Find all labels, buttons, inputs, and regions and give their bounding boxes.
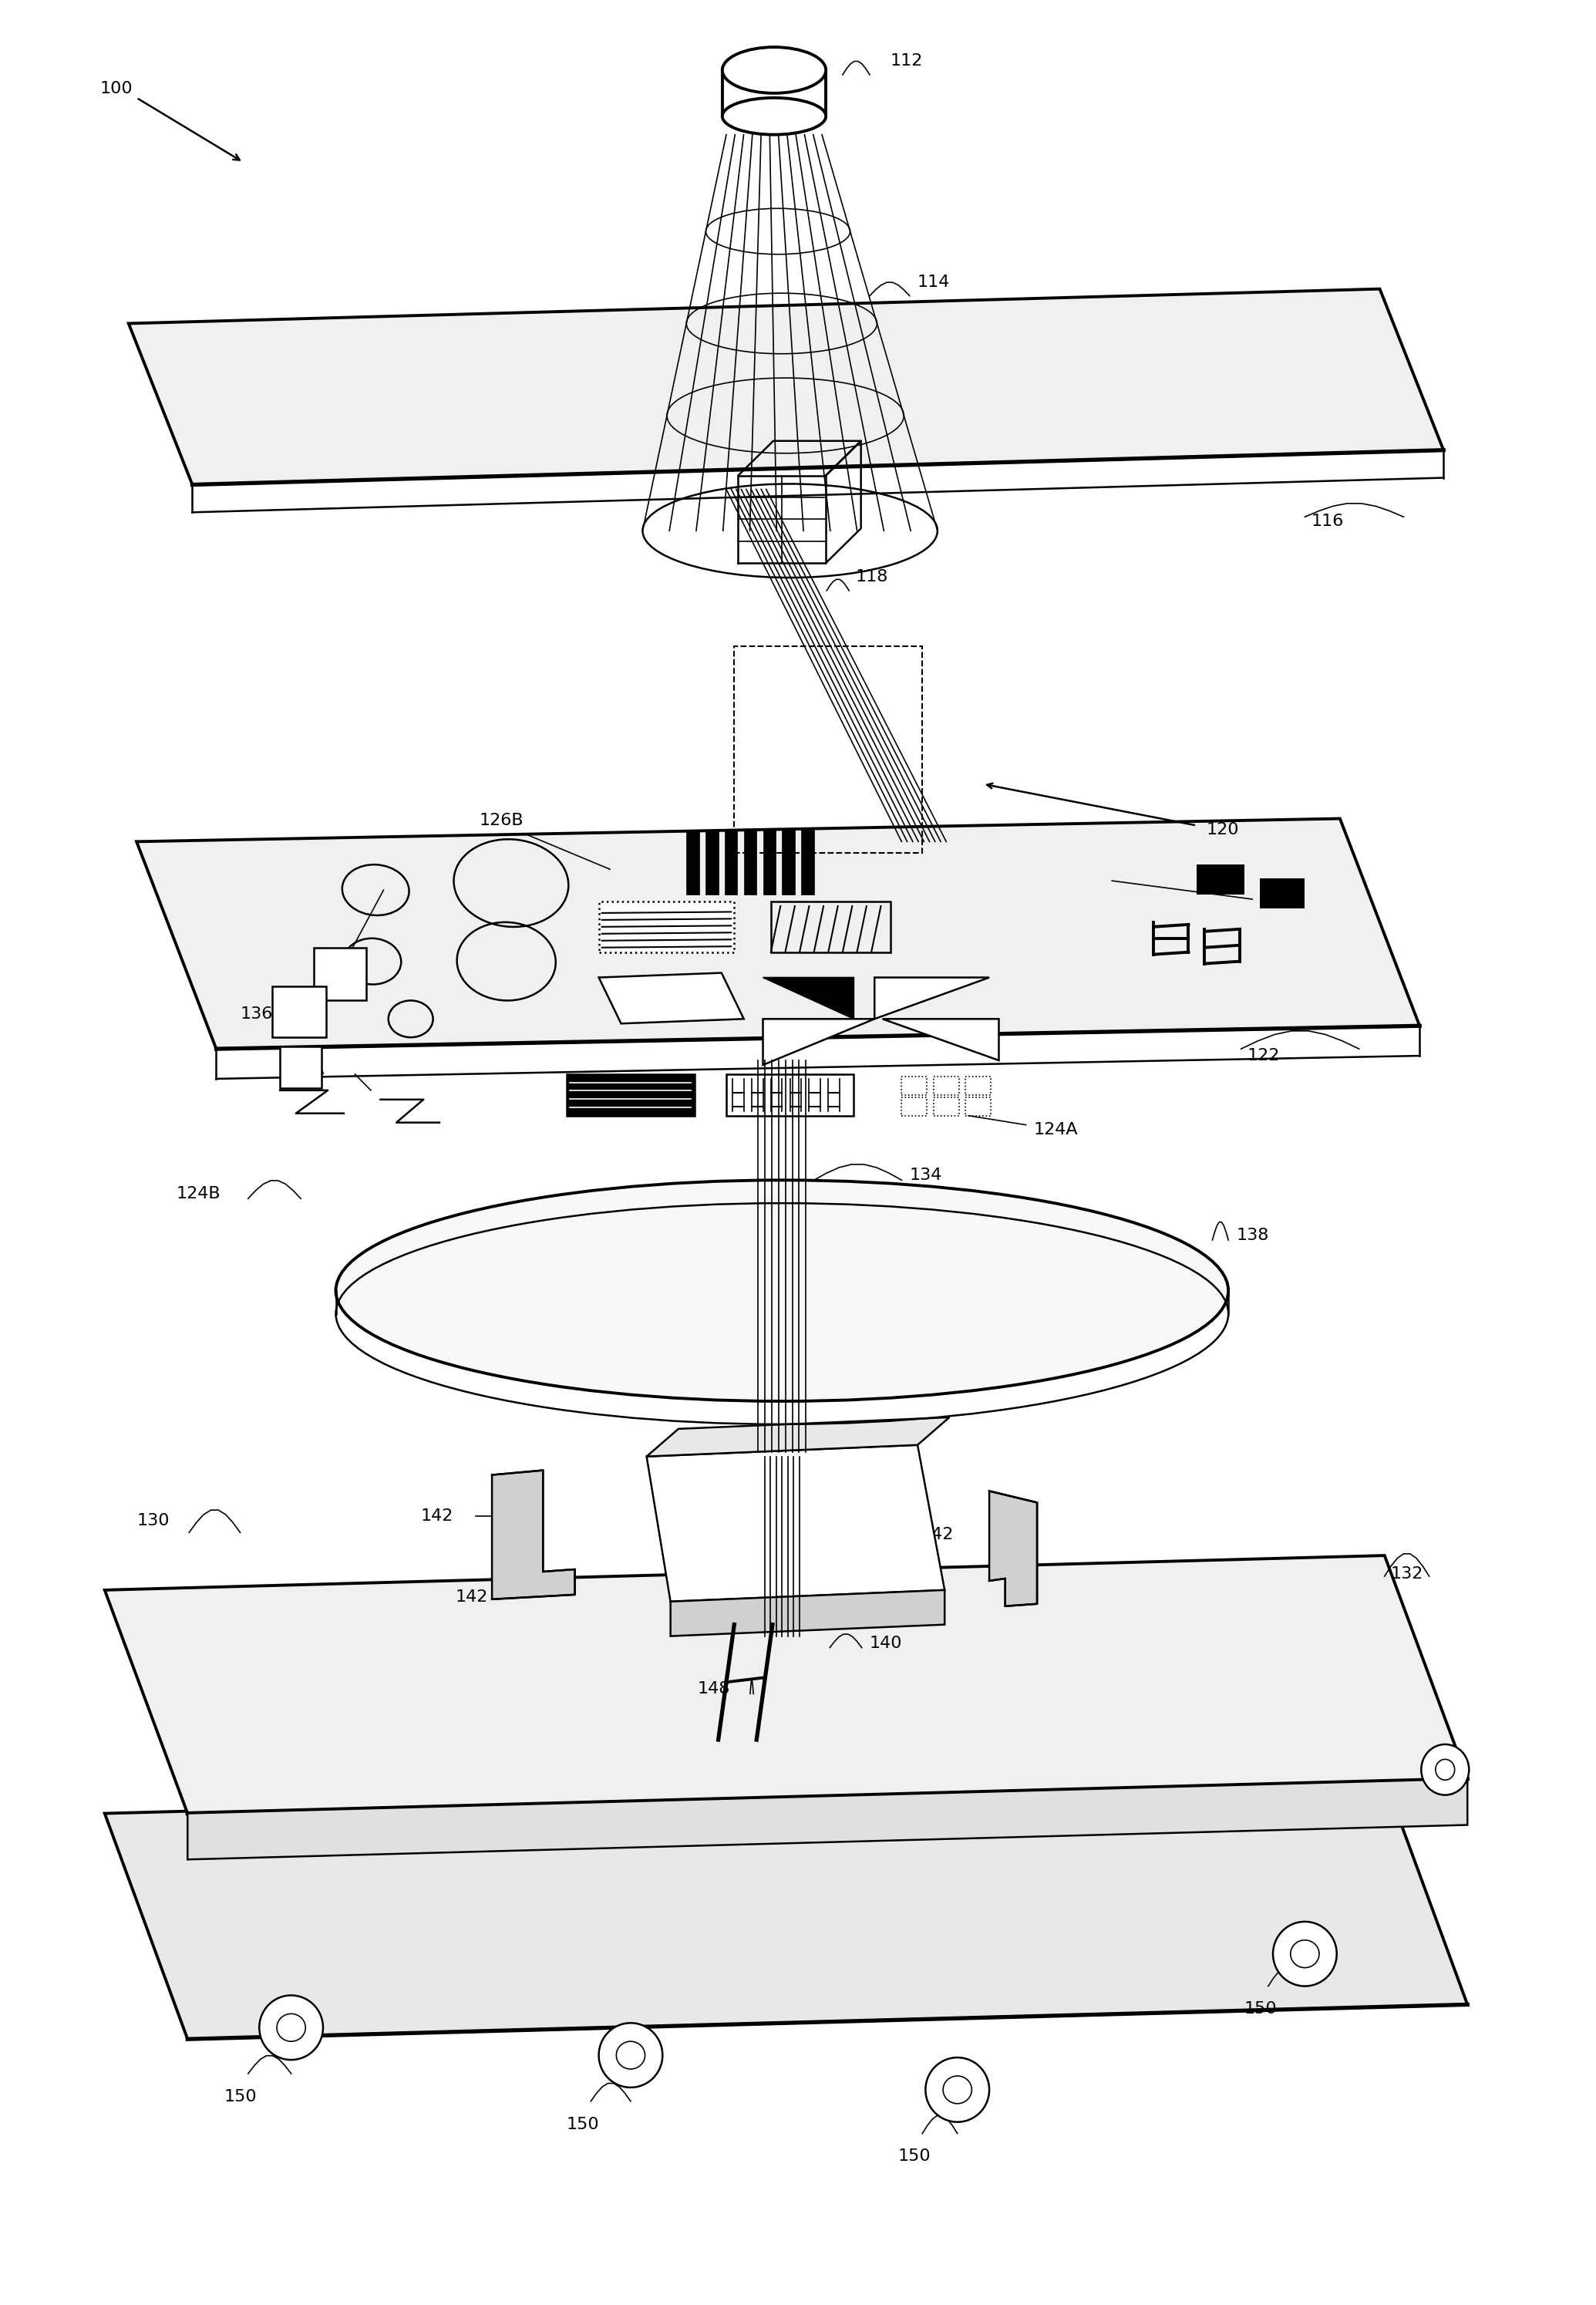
Text: 124B: 124B xyxy=(177,1187,220,1201)
Polygon shape xyxy=(492,1471,575,1600)
Polygon shape xyxy=(646,1418,950,1457)
Bar xyxy=(782,830,795,894)
Text: 150: 150 xyxy=(1243,2001,1277,2017)
Polygon shape xyxy=(105,1556,1467,1814)
Polygon shape xyxy=(883,1019,999,1060)
Ellipse shape xyxy=(926,2058,990,2123)
Text: 150: 150 xyxy=(223,2088,257,2104)
Polygon shape xyxy=(763,1019,875,1065)
Polygon shape xyxy=(763,977,854,1019)
Polygon shape xyxy=(646,1445,945,1602)
Polygon shape xyxy=(598,973,744,1023)
Bar xyxy=(1197,864,1245,894)
Text: 148: 148 xyxy=(697,1680,731,1696)
Polygon shape xyxy=(875,977,990,1019)
Text: 150: 150 xyxy=(567,2116,598,2132)
Bar xyxy=(771,901,891,952)
Ellipse shape xyxy=(335,1180,1229,1401)
Bar xyxy=(598,901,734,952)
Text: 142: 142 xyxy=(420,1507,453,1524)
Polygon shape xyxy=(129,288,1443,484)
Bar xyxy=(934,1076,959,1095)
Bar xyxy=(271,987,326,1037)
Ellipse shape xyxy=(1420,1745,1468,1796)
Text: 126A: 126A xyxy=(1261,892,1304,906)
Bar xyxy=(313,947,365,1000)
Bar xyxy=(966,1097,991,1116)
Text: 116: 116 xyxy=(1312,514,1344,530)
Text: 136B: 136B xyxy=(239,1007,284,1021)
Bar xyxy=(801,830,814,894)
Text: 150: 150 xyxy=(899,2148,930,2164)
Bar xyxy=(705,830,718,894)
Text: 122: 122 xyxy=(1248,1049,1280,1063)
Polygon shape xyxy=(137,818,1419,1049)
Text: 142: 142 xyxy=(921,1526,953,1542)
Text: 140: 140 xyxy=(870,1634,902,1650)
Polygon shape xyxy=(990,1491,1037,1607)
Ellipse shape xyxy=(723,97,825,134)
Ellipse shape xyxy=(259,1996,322,2061)
Bar xyxy=(567,1074,694,1116)
Bar xyxy=(734,645,922,853)
Bar xyxy=(686,830,699,894)
Ellipse shape xyxy=(723,46,825,92)
Bar xyxy=(725,830,737,894)
Text: 112: 112 xyxy=(891,53,922,69)
Text: 114: 114 xyxy=(918,274,950,290)
Bar xyxy=(902,1097,927,1116)
Text: 118: 118 xyxy=(855,569,887,585)
Text: 120: 120 xyxy=(1207,823,1238,837)
Text: 124A: 124A xyxy=(1034,1123,1079,1136)
Text: 134: 134 xyxy=(910,1169,942,1182)
Text: 138: 138 xyxy=(1237,1229,1269,1242)
Bar xyxy=(726,1074,854,1116)
Text: 142: 142 xyxy=(455,1588,488,1604)
Ellipse shape xyxy=(598,2024,662,2088)
Polygon shape xyxy=(670,1590,945,1637)
Bar xyxy=(966,1076,991,1095)
Text: 136A: 136A xyxy=(279,1063,324,1076)
Text: 100: 100 xyxy=(101,81,132,97)
Text: 130: 130 xyxy=(137,1512,169,1528)
Bar xyxy=(902,1076,927,1095)
Bar xyxy=(744,830,757,894)
Text: 132: 132 xyxy=(1392,1565,1424,1581)
Bar xyxy=(934,1097,959,1116)
Bar xyxy=(763,830,776,894)
Ellipse shape xyxy=(1274,1922,1337,1987)
Polygon shape xyxy=(188,1779,1467,1860)
Bar xyxy=(1261,878,1306,908)
Polygon shape xyxy=(105,1779,1467,2040)
Bar xyxy=(279,1046,321,1088)
Text: 126B: 126B xyxy=(479,814,523,827)
